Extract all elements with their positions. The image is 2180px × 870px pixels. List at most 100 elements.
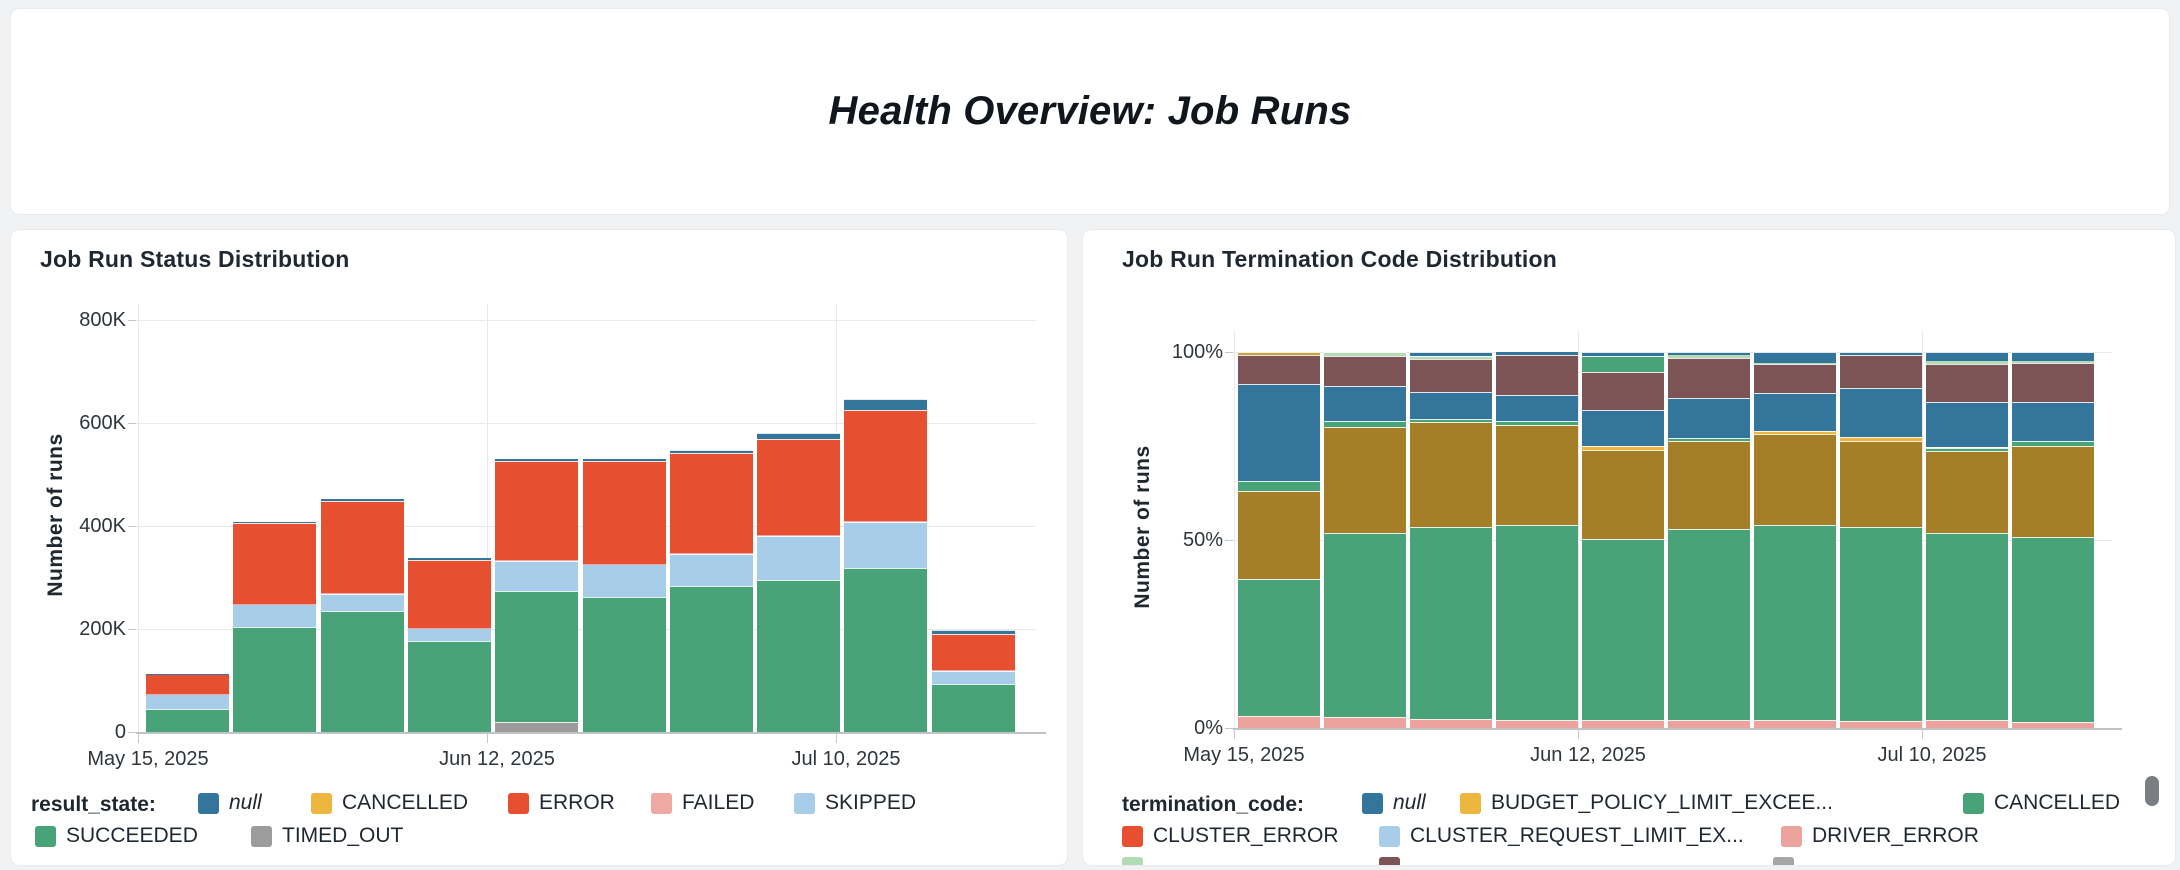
legend-item-TIMED_OUT[interactable]: TIMED_OUT xyxy=(251,824,403,848)
bar-segment[interactable] xyxy=(2012,441,2094,446)
bar-segment[interactable] xyxy=(1582,371,1664,410)
bar-segment[interactable] xyxy=(407,558,491,560)
bar-segment[interactable] xyxy=(1668,438,1750,442)
vertical-scrollbar-thumb[interactable] xyxy=(2145,776,2159,806)
bar-segment[interactable] xyxy=(1410,391,1492,419)
legend-item-null[interactable]: null xyxy=(1362,791,1426,815)
bar-segment[interactable] xyxy=(407,627,491,629)
legend-item-DRIVER_ERROR[interactable]: DRIVER_ERROR xyxy=(1781,824,1979,848)
bar-segment[interactable] xyxy=(1754,352,1836,363)
bar-segment[interactable] xyxy=(2012,445,2094,537)
bar-segment[interactable] xyxy=(2012,536,2094,723)
bar-segment[interactable] xyxy=(2012,352,2094,361)
bar-segment[interactable] xyxy=(1926,720,2008,728)
bar-segment[interactable] xyxy=(233,604,317,628)
bar-segment[interactable] xyxy=(1324,355,1406,386)
bar-segment[interactable] xyxy=(1238,384,1320,481)
bar-segment[interactable] xyxy=(1668,528,1750,721)
bar-segment[interactable] xyxy=(1754,524,1836,721)
bar-segment[interactable] xyxy=(146,693,229,695)
bar-segment[interactable] xyxy=(757,534,841,536)
bar-segment[interactable] xyxy=(495,458,579,462)
bar-segment[interactable] xyxy=(320,611,404,732)
bar-segment[interactable] xyxy=(495,559,579,561)
bar-segment[interactable] xyxy=(931,670,1015,672)
bar-segment[interactable] xyxy=(2012,401,2094,442)
bar-segment[interactable] xyxy=(931,634,1015,671)
bar-segment[interactable] xyxy=(1668,358,1750,399)
bar-segment[interactable] xyxy=(1840,440,1922,527)
bar-segment[interactable] xyxy=(1582,449,1664,539)
bar-segment[interactable] xyxy=(1238,491,1320,580)
bar-segment[interactable] xyxy=(1324,717,1406,728)
bar-segment[interactable] xyxy=(2012,360,2094,363)
bar-segment[interactable] xyxy=(844,568,928,732)
bar-segment[interactable] xyxy=(1582,719,1664,728)
bar-segment[interactable] xyxy=(1410,359,1492,392)
bar-segment[interactable] xyxy=(757,579,841,732)
bar-segment[interactable] xyxy=(1496,421,1578,425)
legend-item-CLUSTER_ERROR[interactable]: CLUSTER_ERROR xyxy=(1122,824,1339,848)
legend-item-hidden[interactable] xyxy=(1773,857,1804,865)
bar-segment[interactable] xyxy=(757,433,841,439)
bar-segment[interactable] xyxy=(582,597,666,732)
bar-segment[interactable] xyxy=(320,593,404,612)
legend-item-CANCELLED[interactable]: CANCELLED xyxy=(1963,791,2120,815)
bar-segment[interactable] xyxy=(1754,430,1836,434)
bar-segment[interactable] xyxy=(931,683,1015,732)
bar-segment[interactable] xyxy=(844,520,928,522)
bar-segment[interactable] xyxy=(1238,480,1320,492)
bar-segment[interactable] xyxy=(1238,579,1320,716)
bar-segment[interactable] xyxy=(757,438,841,535)
bar-segment[interactable] xyxy=(1840,352,1922,356)
bar-segment[interactable] xyxy=(1410,352,1492,356)
bar-segment[interactable] xyxy=(1926,361,2008,365)
bar-segment[interactable] xyxy=(407,559,491,628)
bar-segment[interactable] xyxy=(582,458,666,462)
bar-segment[interactable] xyxy=(669,449,753,454)
bar-segment[interactable] xyxy=(1668,352,1750,356)
bar-segment[interactable] xyxy=(146,673,229,675)
bar-segment[interactable] xyxy=(1840,355,1922,388)
bar-segment[interactable] xyxy=(1410,718,1492,728)
bar-segment[interactable] xyxy=(582,461,666,564)
bar-segment[interactable] xyxy=(1496,720,1578,728)
bar-segment[interactable] xyxy=(582,564,666,598)
bar-segment[interactable] xyxy=(1926,447,2008,452)
bar-segment[interactable] xyxy=(669,553,753,554)
bar-segment[interactable] xyxy=(1754,362,1836,365)
legend-item-CANCELLED[interactable]: CANCELLED xyxy=(311,791,468,815)
bar-segment[interactable] xyxy=(233,603,317,605)
bar-segment[interactable] xyxy=(495,591,579,722)
bar-segment[interactable] xyxy=(495,721,579,732)
bar-segment[interactable] xyxy=(1238,355,1320,385)
legend-item-SKIPPED[interactable]: SKIPPED xyxy=(794,791,916,815)
bar-segment[interactable] xyxy=(1324,427,1406,533)
bar-segment[interactable] xyxy=(320,498,404,501)
bar-segment[interactable] xyxy=(1582,355,1664,372)
bar-segment[interactable] xyxy=(1324,385,1406,422)
bar-segment[interactable] xyxy=(1754,720,1836,728)
bar-segment[interactable] xyxy=(320,592,404,594)
legend-item-hidden[interactable] xyxy=(1122,857,1153,865)
bar-segment[interactable] xyxy=(1238,715,1320,728)
bar-segment[interactable] xyxy=(2012,362,2094,402)
bar-segment[interactable] xyxy=(1840,721,1922,728)
bar-segment[interactable] xyxy=(1496,352,1578,355)
bar-segment[interactable] xyxy=(1582,446,1664,450)
bar-segment[interactable] xyxy=(757,535,841,580)
bar-segment[interactable] xyxy=(1668,355,1750,358)
bar-segment[interactable] xyxy=(1668,398,1750,439)
bar-segment[interactable] xyxy=(1754,433,1836,525)
bar-segment[interactable] xyxy=(1410,418,1492,422)
bar-segment[interactable] xyxy=(669,453,753,554)
bar-segment[interactable] xyxy=(669,553,753,586)
bar-segment[interactable] xyxy=(1926,352,2008,362)
bar-segment[interactable] xyxy=(233,627,317,732)
legend-item-BUDGET_POLICY_LIMIT_EXCEE...[interactable]: BUDGET_POLICY_LIMIT_EXCEE... xyxy=(1460,791,1833,815)
bar-segment[interactable] xyxy=(146,674,229,694)
bar-segment[interactable] xyxy=(844,410,928,521)
bar-segment[interactable] xyxy=(1840,526,1922,722)
bar-segment[interactable] xyxy=(1754,364,1836,393)
legend-item-FAILED[interactable]: FAILED xyxy=(651,791,754,815)
